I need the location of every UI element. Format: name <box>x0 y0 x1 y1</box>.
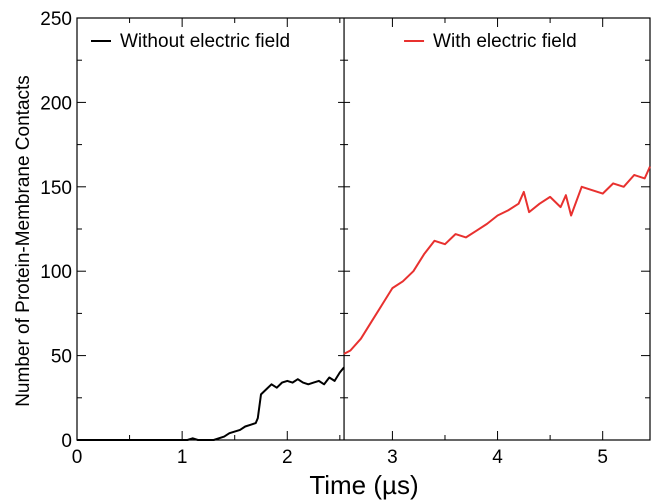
plot-frame <box>76 17 651 441</box>
legend-label: With electric field <box>433 31 577 52</box>
x-tick-label: 3 <box>387 447 398 468</box>
y-tick-label: 100 <box>40 262 72 283</box>
y-tick-label: 50 <box>51 347 72 368</box>
x-tick-label: 2 <box>282 447 293 468</box>
y-tick-label: 200 <box>40 93 72 114</box>
legend-label: Without electric field <box>120 31 290 52</box>
x-tick-label: 0 <box>72 447 83 468</box>
y-tick-label: 0 <box>61 431 72 452</box>
legend: Without electric field With electric fiel… <box>91 31 577 52</box>
plot-area <box>76 17 651 441</box>
axis-ticks <box>76 17 650 441</box>
series-layer <box>77 166 651 441</box>
x-axis-title: Time (µs) <box>309 470 418 500</box>
x-tick-label: 1 <box>177 447 188 468</box>
series-line-without-field <box>77 366 345 441</box>
x-tick-label: 5 <box>597 447 608 468</box>
x-tick-label: 4 <box>492 447 503 468</box>
y-tick-label: 150 <box>40 178 72 199</box>
y-tick-label: 250 <box>40 9 72 30</box>
series-line-with-field <box>343 166 651 355</box>
y-axis-title: Number of Protein-Membrane Contacts <box>13 75 34 407</box>
